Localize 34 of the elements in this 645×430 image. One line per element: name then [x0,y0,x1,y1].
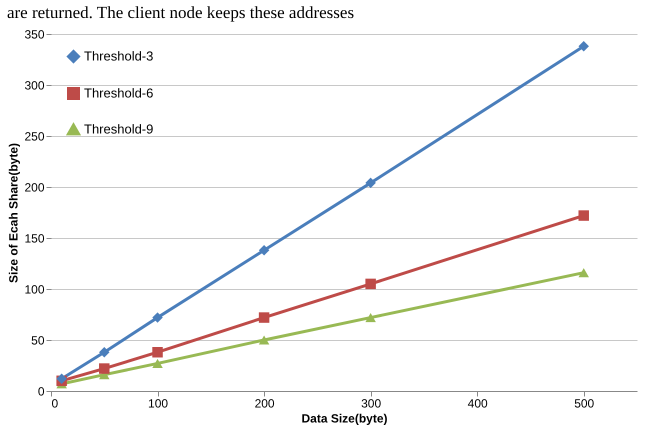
x-tick-label: 500 [574,396,595,410]
point [152,346,163,358]
text: are returned. The client node keeps these addresses [6,3,354,22]
x-axis-title: Data Size(byte) [301,412,388,426]
point [99,346,110,358]
point [578,268,589,278]
y-tick-label: 300 [24,78,45,92]
y-axis-title: Size of Ecah Share(byte) [6,142,20,284]
point [365,178,376,188]
y-tick-label: 0 [38,384,45,398]
point [365,313,376,322]
point [365,278,376,290]
point [152,312,163,323]
point [152,358,163,368]
y-tick-label: 350 [24,28,45,42]
point [258,312,270,323]
y-tick-label: 150 [24,232,45,246]
x-tick-label: 300 [361,396,382,410]
legend-label: Threshold-9 [84,122,154,136]
x-tick-label: 400 [468,396,488,410]
x-tick-label: 200 [254,396,275,410]
y-tick-label: 50 [31,334,45,348]
y-tick-label: 200 [24,180,45,194]
legend-label: Threshold-3 [84,48,154,64]
legend-label: Threshold-6 [84,86,154,100]
x-tick-label: 100 [148,396,168,410]
point [258,335,270,345]
y-tick-label: 250 [24,130,45,144]
point [99,363,110,374]
y-tick-label: 100 [24,282,45,296]
point [258,244,270,256]
x-tick-label: 0 [52,396,58,410]
point [578,210,589,221]
point [578,40,589,52]
